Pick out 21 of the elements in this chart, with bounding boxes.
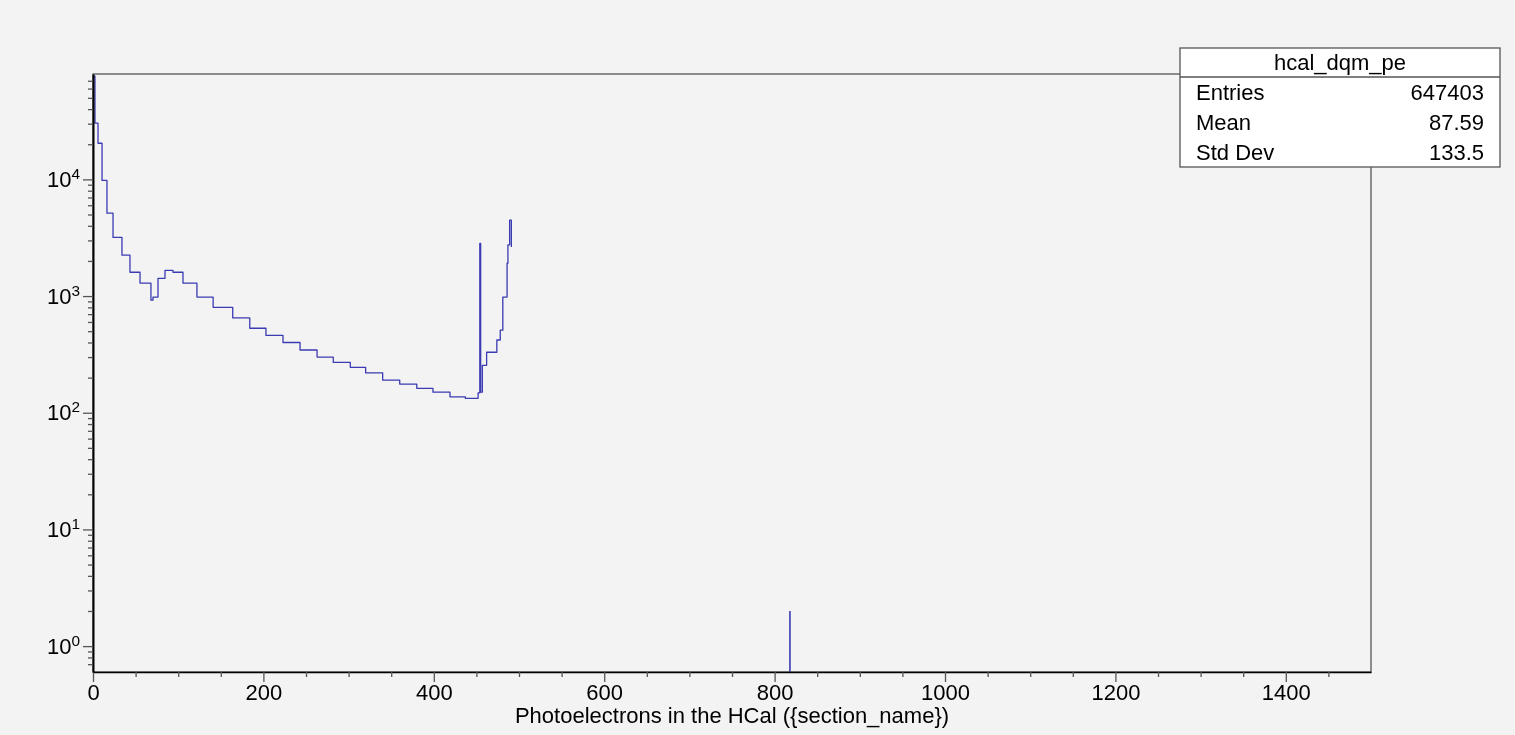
y-tick-label: 10$^{4}$	[46, 164, 81, 192]
annotation: Entries	[1196, 80, 1265, 105]
x-axis-title: Photoelectrons in the HCal ({section_name})	[514, 703, 950, 728]
x-tick-label: 1000	[921, 679, 970, 705]
y-tick-label: 10$^{0}$	[46, 631, 80, 659]
x-tick-label: 400	[415, 679, 453, 705]
text: 87.59	[1428, 110, 1484, 135]
text: 647403	[1410, 80, 1484, 105]
x-tick-label: 1200	[1091, 679, 1141, 705]
annotation: Mean	[1196, 110, 1252, 135]
x-tick-label: 1400	[1261, 679, 1311, 705]
chart-title: hcal_dqm_pe	[1273, 50, 1407, 75]
text: 133.5	[1428, 140, 1484, 165]
x-tick-label: 800	[756, 679, 794, 705]
y-tick-label: 10$^{2}$	[46, 397, 80, 426]
y-tick-label: 10$^{3}$	[46, 281, 80, 309]
y-tick-label: 10$^{1}$	[46, 514, 80, 542]
x-tick-label: 200	[245, 679, 283, 705]
x-tick-label: 600	[586, 679, 624, 705]
annotation: Std Dev	[1196, 140, 1275, 165]
x-tick-label: 0	[87, 679, 100, 705]
